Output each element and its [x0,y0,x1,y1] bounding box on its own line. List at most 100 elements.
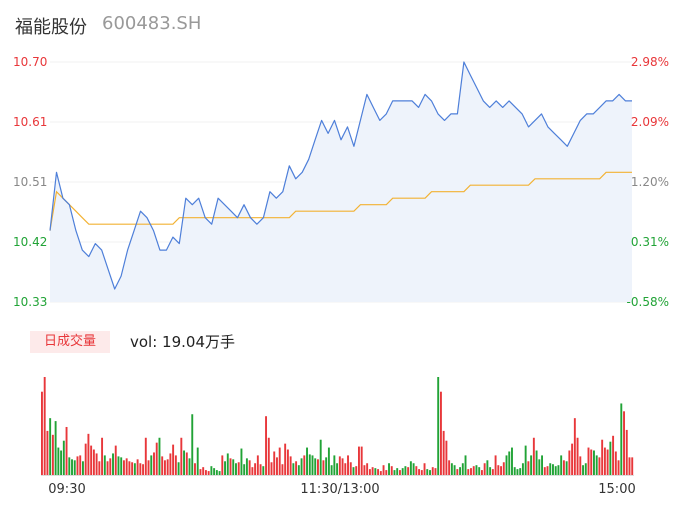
volume-bar [191,414,194,475]
volume-bar [81,461,84,475]
volume-bar [251,467,254,475]
volume-bar [92,449,95,475]
volume-bar [218,471,221,475]
volume-bar [57,447,60,475]
volume-bar [300,458,303,475]
volume-bar [347,455,349,475]
volume-bar [273,451,276,475]
volume-bar [60,450,63,475]
volume-bar [363,465,366,475]
volume-bar [374,468,377,475]
volume-bar [98,461,101,475]
volume-bar [472,466,475,475]
volume-bar [390,466,393,475]
volume-bar [317,459,319,475]
volume-bar [404,466,407,475]
volume-bar [185,452,188,475]
volume-bar [109,458,112,475]
volume-bar [196,447,199,475]
volume-bar [625,429,628,475]
volume-bar [448,460,451,475]
volume-bar [166,459,169,475]
volume-bar [412,463,415,475]
y-left-tick: 10.70 [13,55,48,69]
volume-bar [87,433,90,475]
stock-name: 福能股份 [15,17,87,38]
volume-bar [281,464,284,475]
volume-bar [598,457,601,475]
volume-bar [358,446,360,475]
volume-bar [519,468,522,475]
volume-bar [423,463,426,475]
volume-bar [470,468,472,475]
volume-bar [101,437,104,475]
price-line [49,61,632,290]
volume-bar [254,463,257,475]
price-area [50,62,632,302]
volume-bar [308,454,311,475]
volume-bars [41,377,634,476]
volume-bar [494,455,497,475]
volume-bar [262,466,265,475]
volume-bar [54,421,57,475]
volume-bar [237,462,240,475]
volume-bar [612,435,615,475]
volume-bar [204,470,207,475]
volume-bar [407,467,410,475]
volume-bar [65,426,68,475]
volume-bar [557,465,560,475]
volume-bar [144,437,147,475]
volume-bar [199,469,202,475]
volume-bar [398,470,401,475]
volume-bar [90,445,93,475]
volume-bar [235,463,237,475]
volume-bar [136,459,139,475]
y-left-tick: 10.42 [13,235,48,249]
volume-bar [491,469,494,475]
volume-bar [314,458,317,475]
volume-bar [240,448,243,475]
volume-bar [524,445,527,475]
volume-bar [420,470,423,475]
volume-bar [95,453,98,475]
volume-bar [150,455,153,475]
y-left-tick: 10.61 [13,115,48,129]
volume-bar [259,464,262,475]
volume-bar [169,453,172,475]
volume-bar [43,377,46,475]
volume-bar [480,470,483,475]
volume-bar [270,462,273,475]
volume-bar [587,447,590,475]
volume-bar [442,430,445,475]
volume-bar [388,463,390,475]
volume-bar [464,455,467,475]
volume-bar [546,466,549,475]
volume-bar [158,437,161,475]
volume-bar [336,463,339,475]
volume-bar [617,460,620,475]
volume-bar [483,463,486,475]
volume-bar [128,461,131,475]
volume-bar [497,465,500,475]
volume-bar [571,443,574,475]
volume-bar [139,463,142,475]
volume-bar [71,459,73,475]
volume-bar [439,391,442,475]
volume-bar [68,457,71,475]
volume-bar [623,411,625,475]
volume-bar [450,463,453,475]
volume-bar [319,439,322,475]
volume-bar [502,462,505,475]
volume-bar [330,465,333,475]
volume-bar [511,447,513,475]
y-right-tick: 0.31% [630,235,669,249]
volume-bar [445,440,448,475]
volume-bar [541,455,543,475]
volume-bar [535,450,538,475]
volume-bar [344,463,347,475]
volume-bar [568,450,571,475]
volume-bar [576,437,579,475]
y-right-tick: 2.09% [630,115,669,129]
volume-value: vol: 19.04万手 [130,333,235,351]
volume-bar [265,416,267,475]
